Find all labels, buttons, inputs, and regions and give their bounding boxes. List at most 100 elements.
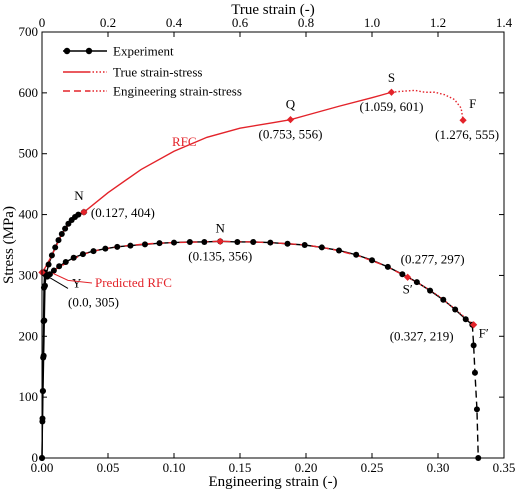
annotation-predicted-rfc: Predicted RFC (95, 275, 172, 290)
experiment-data-point (56, 263, 63, 270)
experiment-data-point (48, 252, 55, 259)
experiment-data-point (41, 317, 48, 324)
bottom-axis-tick-label: 0.05 (97, 460, 120, 475)
key-point-marker (404, 273, 412, 281)
predicted-rfc-arrow (52, 272, 93, 284)
top-axis-tick-label: 0.6 (232, 15, 249, 30)
y-axis-tick-label: 600 (19, 85, 39, 100)
point-label-s: S (388, 70, 395, 85)
experiment-data-point (50, 267, 57, 274)
experiment-data-point (284, 240, 291, 247)
legend-label-engineering-strain-stress: Engineering strain-stress (113, 84, 242, 99)
key-point-marker (387, 88, 396, 96)
point-label-f-prime: F′ (479, 326, 489, 341)
point-coord-s: (1.059, 601) (360, 99, 424, 114)
experiment-data-point (427, 287, 434, 294)
experiment-data-point (440, 296, 447, 303)
experiment-data-point (90, 248, 97, 255)
key-point-marker (459, 116, 467, 124)
experiment-data-point (41, 282, 48, 289)
y-axis-tick-label: 500 (19, 146, 39, 161)
experiment-data-point (267, 239, 274, 246)
top-axis-tick-label: 1.2 (430, 15, 446, 30)
point-coord-n-engineering: (0.135, 356) (188, 248, 252, 263)
bottom-axis-tick-label: 0.25 (361, 460, 384, 475)
experiment-data-point (250, 238, 257, 245)
key-point-marker (216, 237, 224, 245)
top-axis-tick-label: 1.0 (364, 15, 380, 30)
experiment-data-point (171, 239, 177, 246)
experiment-data-point (470, 342, 477, 349)
experiment-data-point (462, 316, 469, 323)
y-axis-tick-label: 300 (19, 267, 39, 282)
bottom-axis-tick-label: 0.35 (493, 460, 516, 475)
experiment-data-point (39, 388, 46, 395)
top-axis-tick-label: 0.4 (166, 15, 183, 30)
bottom-axis-tick-label: 0.20 (295, 460, 318, 475)
experiment-data-point (70, 254, 77, 261)
point-label-y: Y (72, 275, 82, 290)
experiment-data-point (62, 225, 69, 232)
bottom-axis-title: Engineering strain (-) (208, 474, 337, 490)
experiment-data-point (58, 231, 65, 238)
experiment-data-point (369, 257, 375, 264)
ticks-layer: 0.00 0.05 0.10 0.15 0.20 0.25 0.30 0.35 0 0.2 0.4 0… (19, 15, 516, 475)
experiment-data-point (353, 251, 360, 258)
point-coord-f-prime: (0.327, 219) (390, 329, 454, 344)
point-label-f: F (469, 96, 476, 111)
experiment-data-point (55, 237, 62, 244)
legend-entry-true-strain-stress: True strain-stress (63, 65, 202, 80)
bottom-axis-tick-label: 0.00 (31, 460, 54, 475)
legend-entry-engineering-strain-stress: Engineering strain-stress (63, 84, 242, 99)
experiment-data-point (384, 263, 391, 270)
experiment-curve-true (41, 211, 85, 459)
experiment-data-point (473, 406, 480, 413)
point-coord-s-prime: (0.277, 297) (401, 251, 465, 266)
experiment-data-point (127, 242, 134, 249)
legend: Experiment True strain-stress Engineerin… (63, 44, 242, 99)
true-strain-stress-rfc-curve (41, 91, 392, 273)
top-axis-tick-label: 0 (39, 15, 46, 30)
point-label-q: Q (286, 97, 296, 112)
experiment-data-point (413, 279, 420, 286)
legend-entry-experiment: Experiment (63, 44, 174, 59)
point-coord-n-true: (0.127, 404) (91, 205, 155, 220)
top-axis-tick-label: 1.4 (496, 15, 513, 30)
y-axis-title: Stress (MPa) (1, 206, 17, 284)
y-axis-tick-label: 100 (19, 389, 39, 404)
experiment-data-point (471, 369, 478, 376)
experiment-data-point (318, 244, 325, 251)
experiment-data-point (336, 247, 342, 254)
experiment-data-point (201, 238, 208, 245)
legend-label-experiment: Experiment (113, 44, 174, 59)
experiment-data-point (234, 238, 241, 245)
experiment-data-point (102, 245, 109, 252)
y-axis-tick-label: 700 (19, 24, 39, 39)
point-label-n-true: N (74, 188, 84, 203)
point-label-s-prime: S′ (403, 281, 413, 296)
y-axis-tick-label: 400 (19, 207, 39, 222)
y-axis-tick-label: 0 (32, 450, 39, 465)
experiment-data-point (114, 243, 121, 250)
bottom-axis-tick-label: 0.10 (163, 460, 186, 475)
point-label-n-engineering: N (216, 220, 226, 235)
true-strain-stress-extension-curve (391, 89, 464, 121)
experiment-data-point (52, 244, 59, 251)
point-coord-y: (0.0, 305) (68, 294, 119, 309)
experiment-data-point (301, 242, 308, 248)
experiment-data-point (45, 261, 52, 268)
top-axis-tick-label: 0.2 (100, 15, 116, 30)
experiment-data-point (156, 240, 163, 247)
bottom-axis-tick-label: 0.15 (229, 460, 252, 475)
legend-label-true-strain-stress: True strain-stress (113, 65, 202, 80)
key-point-marker (80, 208, 88, 216)
plot-frame (41, 31, 505, 459)
yield-pointer-line (45, 274, 69, 289)
top-axis-title: True strain (-) (231, 2, 315, 18)
annotation-rfc: RFC (172, 134, 197, 149)
point-coord-f: (1.276, 555) (435, 127, 499, 142)
key-point-marker (470, 321, 478, 329)
y-axis-tick-label: 200 (19, 328, 39, 343)
experiment-data-point (399, 271, 406, 278)
